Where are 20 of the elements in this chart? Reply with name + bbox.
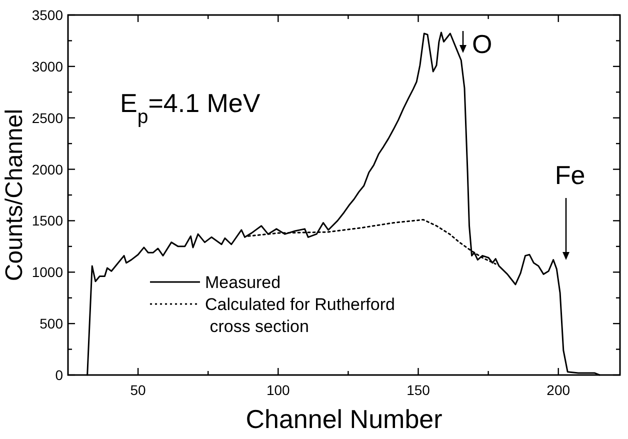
- line-series: [247, 218, 496, 265]
- y-tick-label: 1500: [32, 212, 64, 229]
- x-tick-label: 200: [546, 382, 570, 398]
- legend-label: Measured: [205, 273, 281, 292]
- y-tick-label: 500: [40, 316, 64, 332]
- x-tick-label: 150: [406, 382, 430, 398]
- y-axis-title: Counts/Channel: [1, 108, 28, 282]
- annotation: Fe: [554, 160, 586, 190]
- y-tick-label: 2500: [32, 110, 64, 126]
- x-axis-title: Channel Number: [246, 404, 443, 434]
- y-tick-label: 0: [55, 367, 64, 383]
- x-tick-label: 50: [130, 382, 146, 398]
- y-tick-label: 3000: [32, 58, 64, 74]
- y-tick-label: 3500: [32, 7, 64, 23]
- y-tick-label: 2000: [32, 161, 64, 178]
- annotation: E$_{p}$=4.1 MeV: [120, 88, 261, 128]
- legend-label: Calculated for Rutherford cross section: [205, 295, 395, 336]
- x-tick-label: 100: [266, 382, 290, 398]
- annotation: O: [472, 29, 492, 59]
- y-tick-label: 1000: [32, 264, 64, 280]
